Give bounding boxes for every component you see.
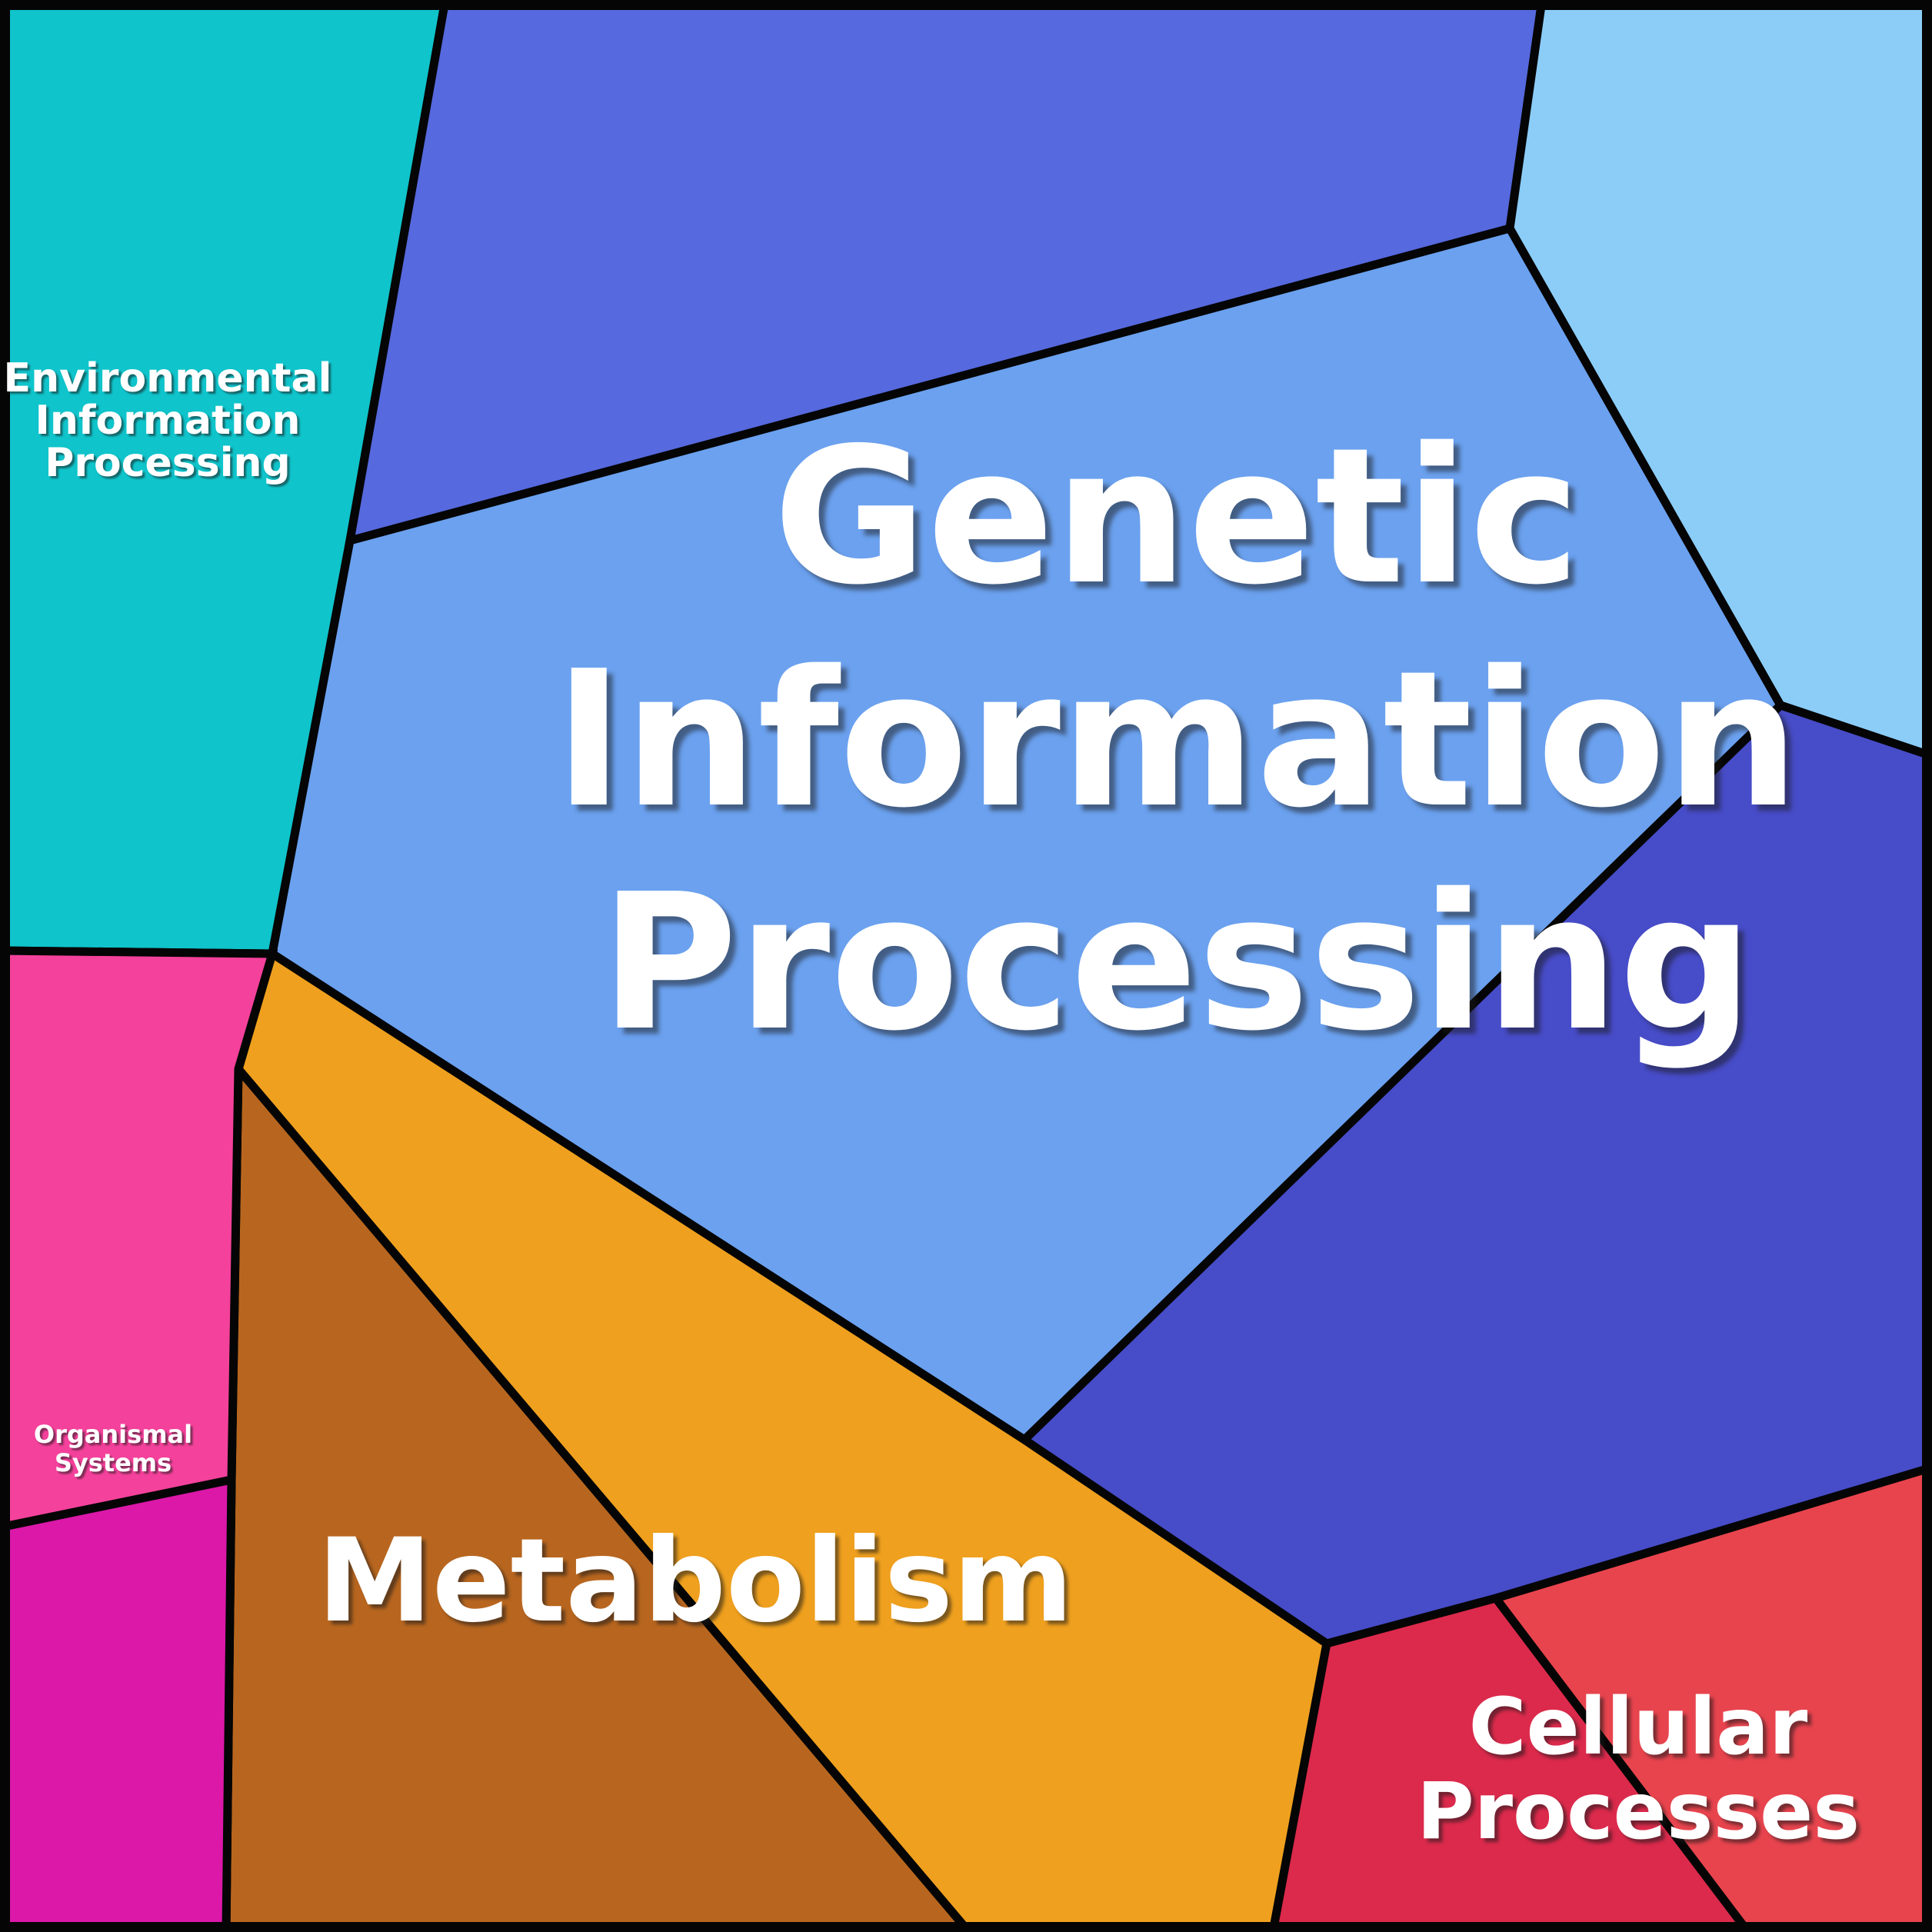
label-metabolism: Metabolism: [318, 1514, 1074, 1648]
label-organismal-systems-line-1: Organismal: [34, 1420, 192, 1449]
cell-organismal-magenta: [0, 1474, 236, 1932]
label-environmental-information-processing-line-3: Processing: [45, 440, 291, 486]
label-environmental-information-processing-line-2: Information: [35, 398, 300, 444]
label-metabolism-line-1: Metabolism: [318, 1514, 1074, 1648]
label-organismal-systems-line-2: Systems: [55, 1448, 172, 1477]
label-cellular-processes-line-1: Cellular: [1469, 1681, 1808, 1773]
label-genetic-information-processing-line-2: Information: [554, 631, 1799, 849]
cell-cellular-light: [1488, 1463, 1932, 1932]
label-cellular-processes-line-2: Processes: [1417, 1766, 1860, 1857]
cell-organismal-pink: [0, 946, 278, 1532]
label-environmental-information-processing-line-1: Environmental: [4, 355, 332, 401]
label-genetic-information-processing-line-3: Processing: [600, 854, 1753, 1072]
label-genetic-information-processing-line-1: Genetic: [773, 408, 1581, 626]
cell-cellular-dark: [1268, 1593, 1754, 1932]
